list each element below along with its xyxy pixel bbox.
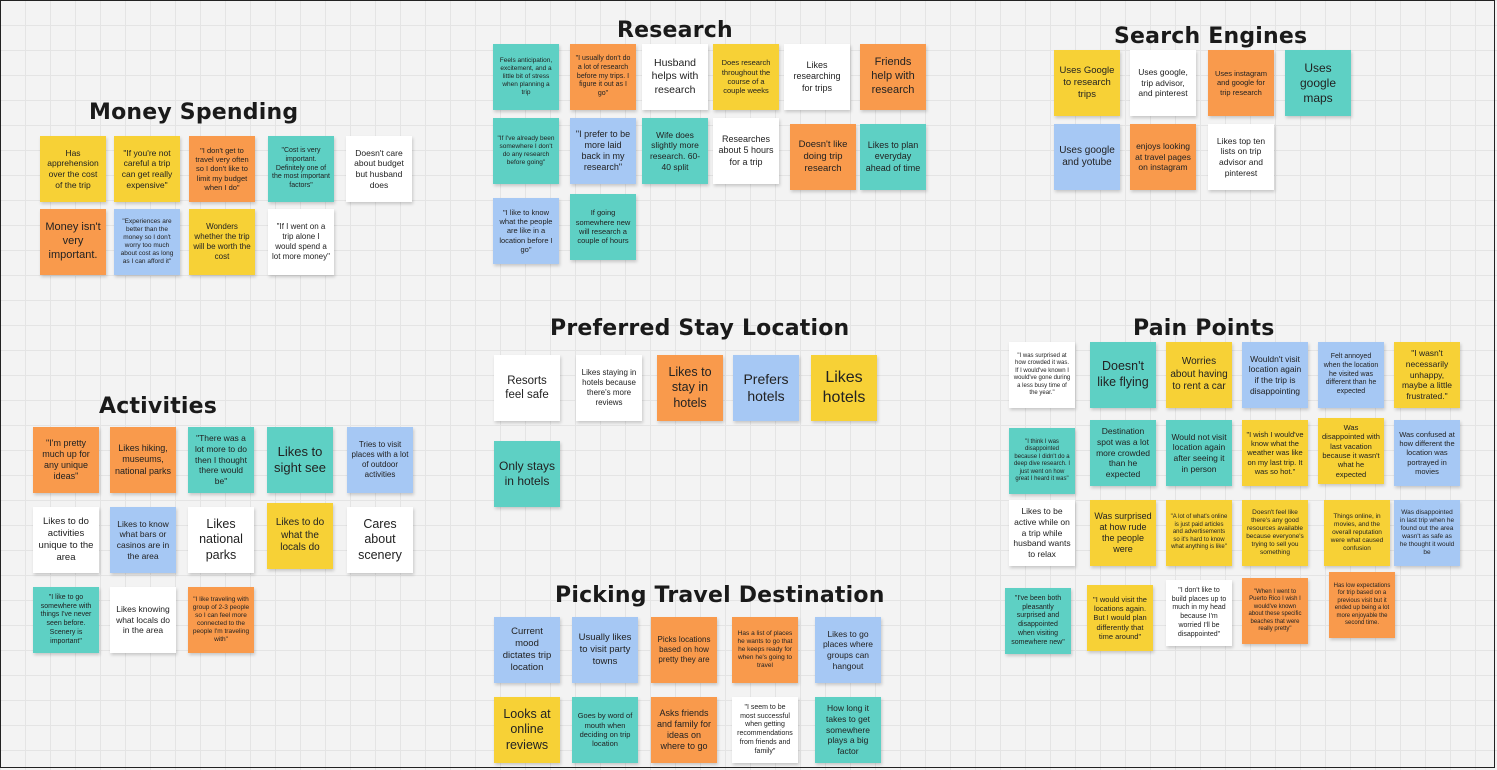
sticky-note[interactable]: Doesn't care about budget but husband do… <box>346 136 412 202</box>
sticky-note[interactable]: Resorts feel safe <box>494 355 560 421</box>
sticky-note[interactable]: Tries to visit places with a lot of outd… <box>347 427 413 493</box>
sticky-note[interactable]: Wife does slightly more research. 60-40 … <box>642 118 708 184</box>
sticky-note[interactable]: Likes to do what the locals do <box>267 503 333 569</box>
sticky-note[interactable]: How long it takes to get somewhere plays… <box>815 697 881 763</box>
sticky-note[interactable]: Uses google and yotube <box>1054 124 1120 190</box>
sticky-note[interactable]: Uses instagram and google for trip resea… <box>1208 50 1274 116</box>
sticky-note[interactable]: Things online, in movies, and the overal… <box>1324 500 1390 566</box>
sticky-note[interactable]: Uses Google to research trips <box>1054 50 1120 116</box>
sticky-note[interactable]: Likes hiking, museums, national parks <box>110 427 176 493</box>
sticky-note[interactable]: Wouldn't visit location again if the tri… <box>1242 342 1308 408</box>
sticky-note[interactable]: Researches about 5 hours for a trip <box>713 118 779 184</box>
sticky-note[interactable]: Goes by word of mouth when deciding on t… <box>572 697 638 763</box>
sticky-note[interactable]: Looks at online reviews <box>494 697 560 763</box>
sticky-note[interactable]: Likes to go places where groups can hang… <box>815 617 881 683</box>
sticky-note[interactable]: Asks friends and family for ideas on whe… <box>651 697 717 763</box>
sticky-note[interactable]: Usually likes to visit party towns <box>572 617 638 683</box>
sticky-note[interactable]: "When I went to Puerto Rico I wish I wou… <box>1242 578 1308 644</box>
sticky-note[interactable]: Husband helps with research <box>642 44 708 110</box>
section-title-research: Research <box>617 18 733 43</box>
sticky-note[interactable]: "I prefer to be more laid back in my res… <box>570 118 636 184</box>
section-title-activities: Activities <box>99 394 218 419</box>
sticky-note[interactable]: Likes to stay in hotels <box>657 355 723 421</box>
sticky-note[interactable]: "If I went on a trip alone I would spend… <box>268 209 334 275</box>
sticky-note[interactable]: Does research throughout the course of a… <box>713 44 779 110</box>
sticky-note[interactable]: "Experiences are better than the money s… <box>114 209 180 275</box>
section-title-preferred-stay: Preferred Stay Location <box>550 316 850 341</box>
sticky-note[interactable]: Uses google maps <box>1285 50 1351 116</box>
sticky-note[interactable]: Uses google, trip advisor, and pinterest <box>1130 50 1196 116</box>
sticky-note[interactable]: Friends help with research <box>860 44 926 110</box>
sticky-note[interactable]: Only stays in hotels <box>494 441 560 507</box>
sticky-note[interactable]: Likes to be active while on a trip while… <box>1009 500 1075 566</box>
sticky-note[interactable]: "Cost is very important. Definitely one … <box>268 136 334 202</box>
sticky-note[interactable]: "I would visit the locations again. But … <box>1087 585 1153 651</box>
sticky-note[interactable]: Likes to do activities unique to the are… <box>33 507 99 573</box>
sticky-note[interactable]: Likes to sight see <box>267 427 333 493</box>
sticky-note[interactable]: Money isn't very important. <box>40 209 106 275</box>
sticky-note[interactable]: Was disappointed with last vacation beca… <box>1318 418 1384 484</box>
sticky-note[interactable]: Was confused at how different the locati… <box>1394 420 1460 486</box>
sticky-note[interactable]: Felt annoyed when the location he visite… <box>1318 342 1384 408</box>
sticky-note[interactable]: "There was a lot more to do then I thoug… <box>188 427 254 493</box>
sticky-note[interactable]: Feels anticipation, excitement, and a li… <box>493 44 559 110</box>
sticky-note[interactable]: "I like to go somewhere with things I've… <box>33 587 99 653</box>
sticky-note[interactable]: Has a list of places he wants to go that… <box>732 617 798 683</box>
sticky-note[interactable]: Likes to plan everyday ahead of time <box>860 124 926 190</box>
sticky-note[interactable]: Worries about having to rent a car <box>1166 342 1232 408</box>
section-title-pain-points: Pain Points <box>1133 316 1275 341</box>
sticky-note[interactable]: "I don't like to build places up to much… <box>1166 580 1232 646</box>
sticky-note[interactable]: If going somewhere new will research a c… <box>570 194 636 260</box>
sticky-note[interactable]: "I like traveling with group of 2-3 peop… <box>188 587 254 653</box>
section-title-money-spending: Money Spending <box>89 100 299 125</box>
sticky-note[interactable]: Picks locations based on how pretty they… <box>651 617 717 683</box>
sticky-note[interactable]: Likes knowing what locals do in the area <box>110 587 176 653</box>
sticky-note[interactable]: Likes staying in hotels because there's … <box>576 355 642 421</box>
sticky-note[interactable]: "I wish I would've know what the weather… <box>1242 420 1308 486</box>
sticky-note[interactable]: Was disappointed in last trip when he fo… <box>1394 500 1460 566</box>
sticky-note[interactable]: enjoys looking at travel pages on instag… <box>1130 124 1196 190</box>
sticky-note[interactable]: Wonders whether the trip will be worth t… <box>189 209 255 275</box>
sticky-note[interactable]: "I was surprised at how crowded it was. … <box>1009 342 1075 408</box>
sticky-note[interactable]: Likes researching for trips <box>784 44 850 110</box>
section-title-picking-destination: Picking Travel Destination <box>555 583 885 608</box>
sticky-note[interactable]: Doesn't like flying <box>1090 342 1156 408</box>
sticky-note[interactable]: "I usually don't do a lot of research be… <box>570 44 636 110</box>
sticky-note[interactable]: Likes top ten lists on trip advisor and … <box>1208 124 1274 190</box>
sticky-note[interactable]: "I like to know what the people are like… <box>493 198 559 264</box>
sticky-note[interactable]: "I wasn't necessarily unhappy, maybe a l… <box>1394 342 1460 408</box>
sticky-note[interactable]: "I seem to be most successful when getti… <box>732 697 798 763</box>
sticky-note[interactable]: Has low expectations for trip based on a… <box>1329 572 1395 638</box>
sticky-note[interactable]: Current mood dictates trip location <box>494 617 560 683</box>
section-title-search-engines: Search Engines <box>1114 24 1308 49</box>
sticky-note[interactable]: Would not visit location again after see… <box>1166 420 1232 486</box>
sticky-note[interactable]: Cares about scenery <box>347 507 413 573</box>
sticky-note[interactable]: Likes to know what bars or casinos are i… <box>110 507 176 573</box>
sticky-note[interactable]: Prefers hotels <box>733 355 799 421</box>
sticky-note[interactable]: Likes national parks <box>188 507 254 573</box>
sticky-note[interactable]: Likes hotels <box>811 355 877 421</box>
sticky-note[interactable]: Was surprised at how rude the people wer… <box>1090 500 1156 566</box>
sticky-note[interactable]: "I'm pretty much up for any unique ideas… <box>33 427 99 493</box>
sticky-note[interactable]: "A lot of what's online is just paid art… <box>1166 500 1232 566</box>
sticky-note[interactable]: "If you're not careful a trip can get re… <box>114 136 180 202</box>
sticky-note[interactable]: Has apprehension over the cost of the tr… <box>40 136 106 202</box>
sticky-note[interactable]: "I think I was disappointed because I di… <box>1009 428 1075 494</box>
sticky-note[interactable]: Destination spot was a lot more crowded … <box>1090 420 1156 486</box>
sticky-note[interactable]: "I've been both pleasantly surprised and… <box>1005 588 1071 654</box>
sticky-note[interactable]: "I don't get to travel very often so I d… <box>189 136 255 202</box>
sticky-note[interactable]: Doesn't like doing trip research <box>790 124 856 190</box>
sticky-note[interactable]: Doesn't feel like there's any good resou… <box>1242 500 1308 566</box>
sticky-note[interactable]: "If I've already been somewhere I don't … <box>493 118 559 184</box>
